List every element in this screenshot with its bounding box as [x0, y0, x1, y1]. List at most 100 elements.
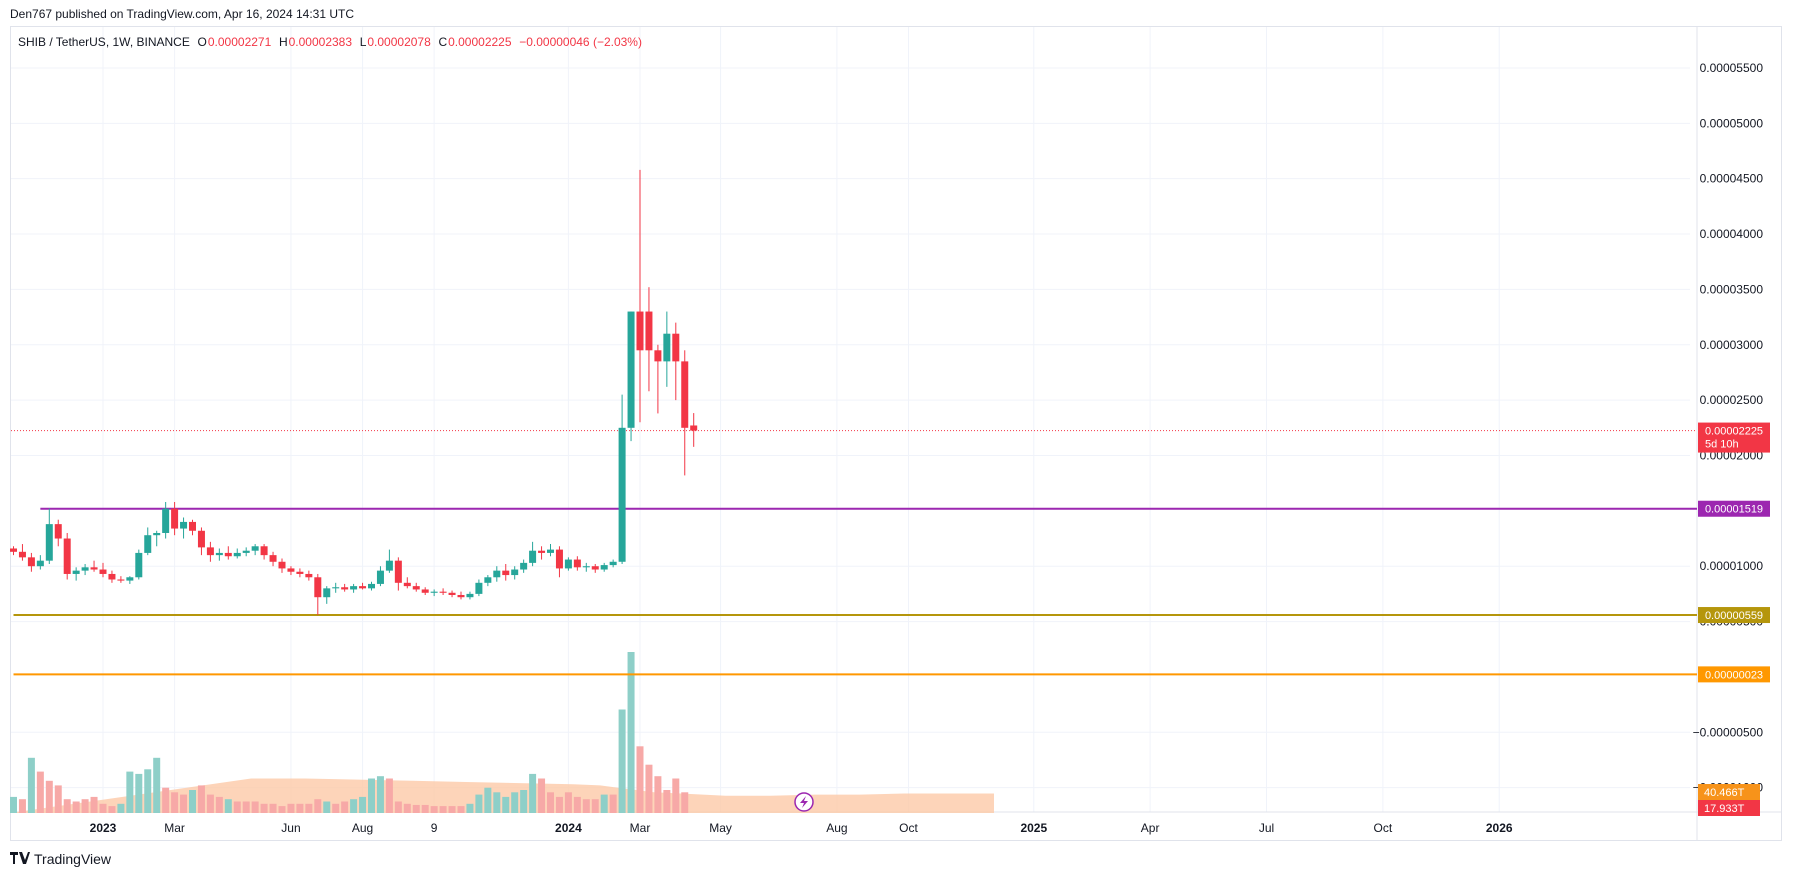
- candle[interactable]: [10, 548, 17, 552]
- candle[interactable]: [627, 311, 635, 428]
- candle[interactable]: [135, 552, 143, 578]
- volume-bar: [547, 792, 554, 813]
- candle[interactable]: [287, 568, 295, 572]
- candle[interactable]: [484, 577, 492, 583]
- candle[interactable]: [475, 582, 483, 594]
- candle[interactable]: [457, 594, 465, 598]
- candle[interactable]: [180, 521, 188, 529]
- candle[interactable]: [493, 570, 501, 578]
- candle[interactable]: [636, 311, 644, 351]
- candle[interactable]: [466, 593, 474, 598]
- candle[interactable]: [600, 565, 608, 570]
- candle[interactable]: [663, 333, 671, 362]
- legend-high: 0.00002383: [288, 35, 353, 49]
- candle[interactable]: [251, 546, 259, 551]
- candle[interactable]: [108, 573, 116, 580]
- candle[interactable]: [296, 571, 304, 574]
- candle[interactable]: [430, 591, 438, 593]
- candle[interactable]: [36, 560, 44, 567]
- candle[interactable]: [502, 570, 510, 576]
- candle[interactable]: [448, 592, 456, 595]
- candle[interactable]: [368, 583, 375, 589]
- volume-bar: [332, 803, 340, 813]
- candle[interactable]: [538, 550, 546, 553]
- candle[interactable]: [591, 566, 599, 570]
- time-tick-label: Apr: [1141, 821, 1160, 835]
- candle[interactable]: [332, 587, 340, 589]
- candle[interactable]: [394, 560, 402, 583]
- candle[interactable]: [153, 532, 161, 536]
- candle[interactable]: [645, 311, 653, 351]
- candle[interactable]: [144, 535, 152, 553]
- price-tick-label: −0.00000500: [1693, 725, 1764, 739]
- candle[interactable]: [189, 521, 196, 531]
- candle[interactable]: [555, 549, 563, 569]
- candle[interactable]: [403, 582, 411, 587]
- volume-bar: [206, 794, 214, 813]
- tv-logo-icon: [10, 851, 30, 867]
- time-tick-label: May: [709, 821, 732, 835]
- candle[interactable]: [412, 586, 420, 590]
- candle[interactable]: [99, 569, 107, 574]
- volume-bar: [54, 785, 62, 813]
- candle[interactable]: [90, 567, 98, 570]
- volume-bar: [466, 803, 474, 813]
- candle[interactable]: [126, 577, 134, 581]
- candle[interactable]: [582, 566, 590, 568]
- candle[interactable]: [690, 425, 698, 431]
- candle[interactable]: [278, 561, 286, 569]
- volume-bar: [385, 778, 393, 813]
- candle[interactable]: [421, 589, 429, 593]
- candle[interactable]: [314, 577, 322, 598]
- candle[interactable]: [215, 552, 223, 556]
- footer-brand[interactable]: TradingView: [10, 851, 111, 867]
- candle[interactable]: [350, 586, 358, 590]
- candle[interactable]: [618, 427, 626, 562]
- candle[interactable]: [529, 550, 537, 563]
- candle[interactable]: [341, 587, 349, 590]
- candle[interactable]: [323, 588, 331, 598]
- candle[interactable]: [511, 569, 519, 576]
- candle[interactable]: [233, 552, 241, 557]
- candle[interactable]: [564, 559, 572, 569]
- candle[interactable]: [439, 591, 447, 593]
- candle[interactable]: [573, 559, 581, 568]
- candle[interactable]: [171, 508, 179, 529]
- candle[interactable]: [117, 579, 125, 581]
- candle[interactable]: [224, 552, 232, 557]
- candle[interactable]: [54, 524, 62, 539]
- candle[interactable]: [18, 551, 26, 558]
- candle[interactable]: [45, 524, 53, 561]
- legend-high-label: H: [278, 35, 288, 49]
- candle[interactable]: [305, 573, 313, 578]
- volume-bar: [448, 806, 456, 813]
- volume-bar: [126, 771, 134, 813]
- candle[interactable]: [197, 530, 205, 548]
- volume-bar: [224, 799, 232, 813]
- candle[interactable]: [81, 567, 89, 571]
- legend-symbol: SHIB / TetherUS, 1W, BINANCE: [18, 35, 190, 49]
- candle[interactable]: [520, 562, 528, 570]
- candle[interactable]: [359, 586, 367, 589]
- candle[interactable]: [547, 549, 554, 553]
- candle[interactable]: [672, 333, 680, 362]
- time-tick-label: Mar: [164, 821, 185, 835]
- candle[interactable]: [27, 557, 35, 567]
- candle[interactable]: [654, 350, 662, 362]
- candle[interactable]: [72, 570, 80, 574]
- volume-bar: [555, 796, 563, 813]
- candle[interactable]: [63, 538, 71, 574]
- candle[interactable]: [269, 555, 277, 562]
- candle[interactable]: [242, 550, 250, 553]
- volume-bar: [72, 801, 80, 813]
- candle[interactable]: [681, 361, 689, 428]
- candle[interactable]: [260, 546, 268, 556]
- candle[interactable]: [609, 561, 617, 566]
- candle[interactable]: [385, 560, 393, 571]
- candle[interactable]: [376, 570, 384, 584]
- candle[interactable]: [206, 547, 214, 556]
- chart-frame: [10, 26, 1782, 841]
- volume-bar: [538, 778, 546, 813]
- candle[interactable]: [162, 508, 170, 533]
